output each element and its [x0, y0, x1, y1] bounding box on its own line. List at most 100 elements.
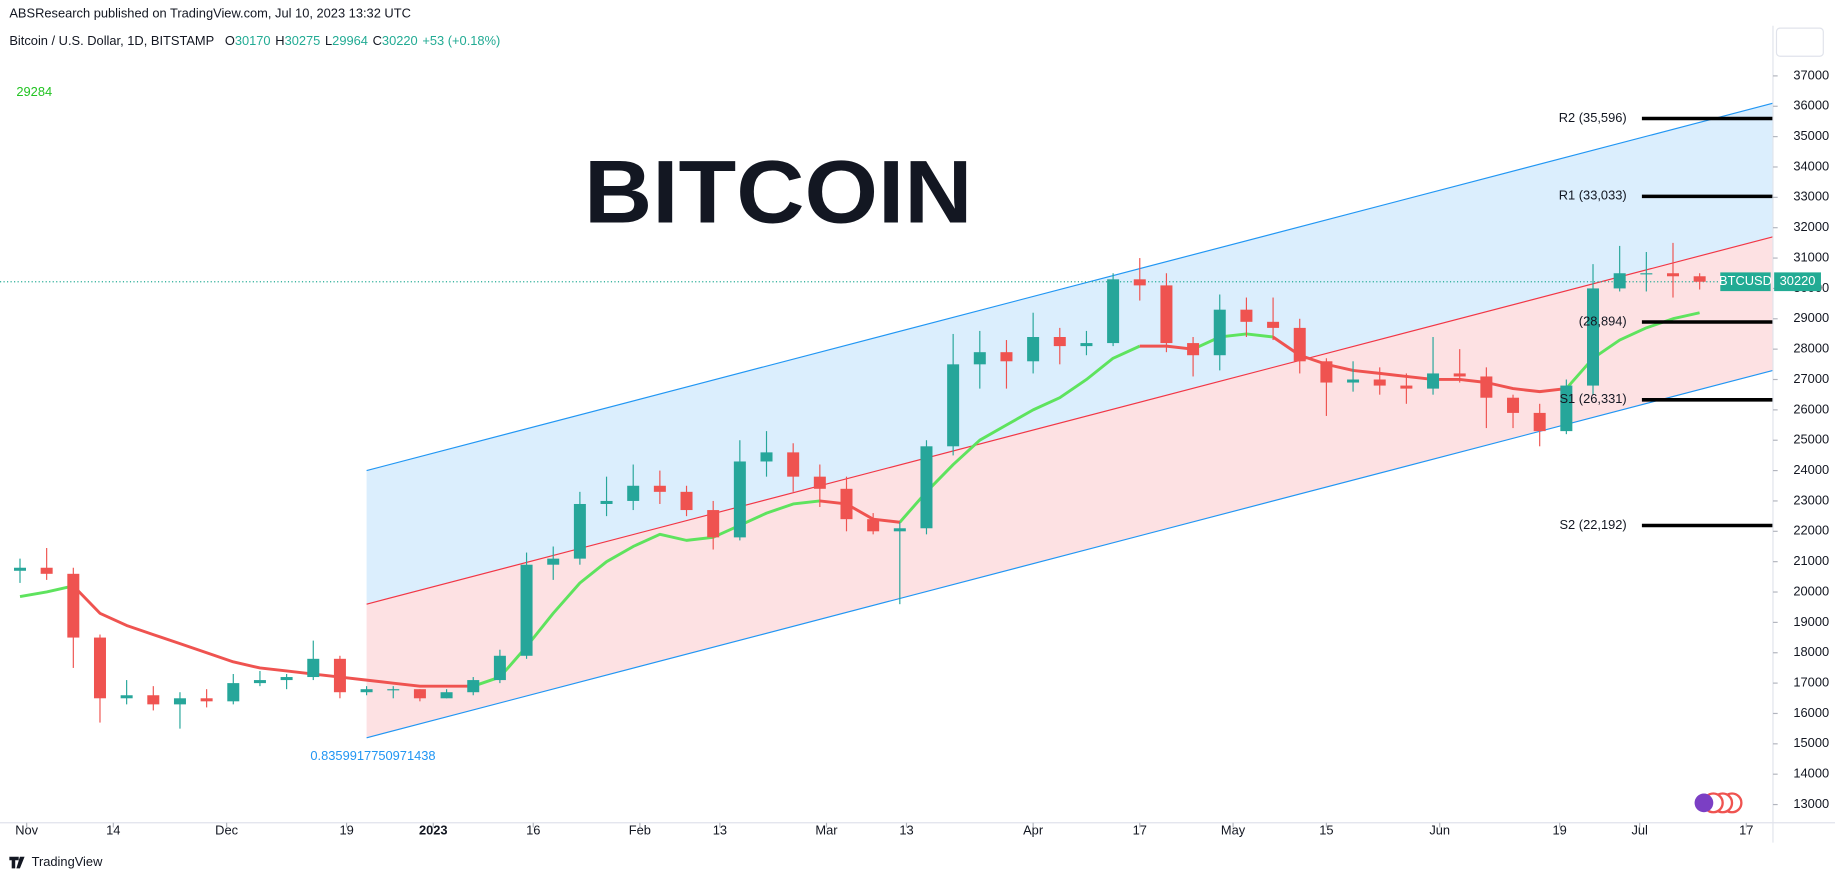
pivot-label: (28,894)	[1579, 313, 1627, 328]
y-tick-label: 27000	[1793, 371, 1829, 386]
channel-label: 0.8359917750971438	[310, 748, 435, 763]
channel-lower-line	[366, 369, 1774, 739]
candle-body	[973, 352, 986, 365]
candle-body	[1400, 385, 1413, 389]
candle-body	[653, 485, 666, 492]
symbol-tag	[1720, 272, 1771, 292]
y-tick-label: 36000	[1793, 98, 1829, 113]
y-tick-label: 31000	[1793, 249, 1829, 264]
brand: TradingView	[32, 854, 103, 869]
candle-body	[947, 364, 960, 447]
y-tick-label: 20000	[1793, 583, 1829, 598]
symbol-tag-label: BTCUSD	[1719, 273, 1772, 288]
y-tick-label: 28000	[1793, 341, 1829, 356]
y-tick-label: 15000	[1793, 735, 1829, 750]
candle-body	[1587, 288, 1600, 386]
tv-logo	[9, 856, 25, 869]
x-tick-label: 17	[1133, 822, 1147, 837]
candle-body	[67, 573, 80, 638]
x-tick-label: Jun	[1429, 822, 1450, 837]
candle-body	[920, 446, 933, 529]
change: +53 (+0.18%)	[422, 34, 500, 49]
candle-body	[733, 461, 746, 538]
candle-body	[1107, 279, 1120, 344]
x-tick-label: 13	[713, 822, 727, 837]
candle-body	[1507, 397, 1520, 413]
candle-body	[573, 503, 586, 559]
symbol: Bitcoin / U.S. Dollar, 1D, BITSTAMP	[9, 34, 214, 49]
pivot-label: R2 (35,596)	[1559, 110, 1627, 125]
candle-body	[1080, 343, 1093, 347]
candle-body	[333, 658, 346, 693]
candle-body	[1480, 376, 1493, 398]
candle-body	[680, 491, 693, 511]
candle-body	[1613, 273, 1626, 289]
candle-body	[1267, 321, 1280, 328]
logo-badge[interactable]	[1694, 792, 1743, 814]
candle-body	[1533, 412, 1546, 432]
candle-body	[1666, 273, 1679, 277]
candle-body	[227, 683, 240, 702]
candle-body	[1160, 285, 1173, 344]
candle-body	[1000, 352, 1013, 362]
candle-body	[440, 692, 453, 699]
y-tick-label: 32000	[1793, 219, 1829, 234]
pivot-label: R1 (33,033)	[1559, 188, 1627, 203]
ohlc-label: L	[325, 34, 332, 49]
x-tick-label: Jul	[1631, 822, 1647, 837]
ohlc-value: 30170	[235, 34, 271, 49]
x-tick-label: Apr	[1023, 822, 1044, 837]
y-tick-label: 25000	[1793, 432, 1829, 447]
price-tag-label: 30220	[1780, 273, 1816, 288]
x-tick-label: 13	[899, 822, 913, 837]
candle-body	[1053, 337, 1066, 347]
channel-upper-fill	[366, 103, 1773, 605]
channel-lower-fill	[366, 236, 1773, 738]
ohlc-label: O	[225, 34, 235, 49]
candle-body	[600, 500, 613, 504]
y-tick-label: 37000	[1793, 67, 1829, 82]
price-tag	[1774, 272, 1821, 292]
x-tick-label: 2023	[419, 822, 448, 837]
candle-body	[1187, 343, 1200, 356]
y-tick-label: 13000	[1793, 796, 1829, 811]
toolbar-button[interactable]	[1775, 27, 1824, 57]
candle-body	[253, 680, 266, 684]
ohlc-value: 30220	[382, 34, 418, 49]
y-tick-label: 14000	[1793, 766, 1829, 781]
candle-body	[1213, 309, 1226, 356]
y-tick-label: 23000	[1793, 492, 1829, 507]
y-tick-label: 26000	[1793, 401, 1829, 416]
y-tick-label: 16000	[1793, 705, 1829, 720]
x-tick-label: 19	[1553, 822, 1567, 837]
x-tick-label: 14	[106, 822, 120, 837]
moving-average	[72, 335, 1567, 688]
ma-value: 29284	[16, 84, 52, 99]
x-tick-label: Feb	[629, 822, 651, 837]
symbol-line: Bitcoin / U.S. Dollar, 1D, BITSTAMP O301…	[9, 34, 500, 49]
candle-body	[387, 689, 400, 691]
x-tick-label: May	[1221, 822, 1246, 837]
y-tick-label: 21000	[1793, 553, 1829, 568]
candle-body	[1693, 276, 1706, 282]
y-tick-label: 29000	[1793, 310, 1829, 325]
candle-body	[840, 488, 853, 520]
candle-body	[893, 528, 906, 532]
y-tick-label: 19000	[1793, 614, 1829, 629]
candle-body	[1293, 327, 1306, 362]
ohlc-value: 29964	[332, 34, 368, 49]
candle-body	[1560, 385, 1573, 432]
channel-middle-line	[366, 236, 1774, 605]
x-tick-label: 15	[1319, 822, 1333, 837]
y-tick-label: 17000	[1793, 675, 1829, 690]
candle-body	[40, 567, 53, 574]
candle-body	[1453, 373, 1466, 377]
candle-body	[1347, 379, 1360, 383]
candle-body	[1640, 273, 1653, 275]
x-tick-label: Mar	[815, 822, 838, 837]
candle-body	[1320, 361, 1333, 383]
candle-body	[147, 695, 160, 705]
pivot-label: S2 (22,192)	[1559, 517, 1626, 532]
candle-body	[200, 698, 213, 702]
